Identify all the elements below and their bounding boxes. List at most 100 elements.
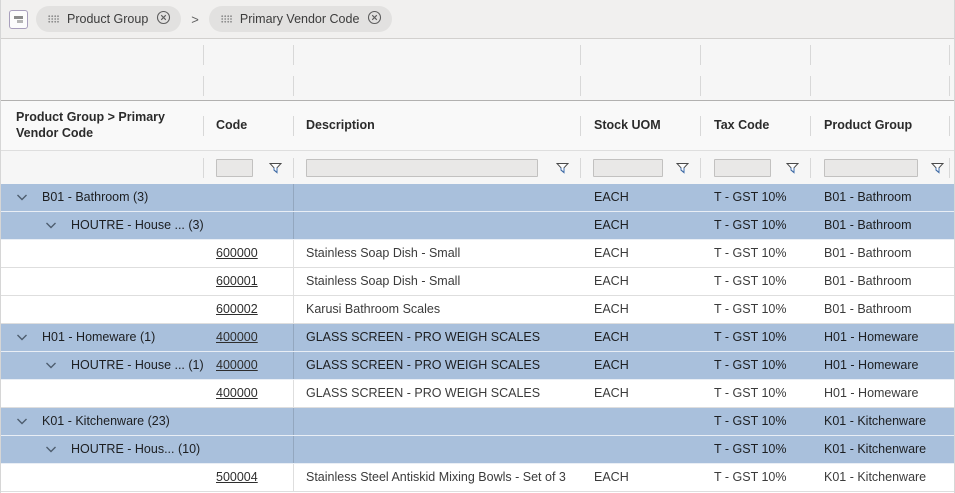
stock-uom-filter-input[interactable] bbox=[593, 159, 663, 177]
product-group-cell: K01 - Kitchenware bbox=[811, 408, 955, 435]
stock-uom-cell: EACH bbox=[581, 268, 701, 295]
table-row[interactable]: 600002 Karusi Bathroom Scales EACH T - G… bbox=[1, 296, 954, 324]
tax-code-cell: T - GST 10% bbox=[701, 240, 811, 267]
group-row[interactable]: HOUTRE - House ... (3) EACH T - GST 10% … bbox=[1, 212, 954, 240]
tax-code-cell: T - GST 10% bbox=[701, 324, 811, 351]
code-filter-funnel-icon[interactable] bbox=[269, 162, 282, 174]
column-header-description[interactable]: Description bbox=[294, 101, 581, 150]
table-row[interactable]: 600001 Stainless Soap Dish - Small EACH … bbox=[1, 268, 954, 296]
description-filter-funnel-icon[interactable] bbox=[556, 162, 569, 174]
chevron-down-icon[interactable] bbox=[16, 334, 28, 341]
tax-code-cell: T - GST 10% bbox=[701, 184, 811, 211]
column-header-tree[interactable]: Product Group > Primary Vendor Code bbox=[1, 101, 204, 150]
tax-code-cell: T - GST 10% bbox=[701, 268, 811, 295]
chevron-down-icon[interactable] bbox=[16, 418, 28, 425]
chip-separator: > bbox=[189, 12, 201, 27]
tax-code-cell: T - GST 10% bbox=[701, 408, 811, 435]
group-row[interactable]: HOUTRE - Hous... (10) T - GST 10% K01 - … bbox=[1, 436, 954, 464]
filter-row bbox=[1, 151, 954, 184]
group-label: K01 - Kitchenware (23) bbox=[42, 408, 170, 435]
product-group-cell: B01 - Bathroom bbox=[811, 240, 955, 267]
tax-code-filter-input[interactable] bbox=[714, 159, 771, 177]
drag-handle-icon bbox=[48, 12, 59, 26]
stock-uom-cell: EACH bbox=[581, 352, 701, 379]
stock-uom-cell: EACH bbox=[581, 380, 701, 407]
chevron-down-icon[interactable] bbox=[45, 222, 57, 229]
group-by-bar: Product Group > Primary Vendor Code bbox=[1, 0, 954, 39]
tax-code-cell: T - GST 10% bbox=[701, 352, 811, 379]
group-row[interactable]: HOUTRE - House ... (1) 400000 GLASS SCRE… bbox=[1, 352, 954, 380]
group-chip-label: Primary Vendor Code bbox=[240, 12, 360, 26]
stock-uom-cell bbox=[581, 408, 701, 435]
code-link[interactable]: 600000 bbox=[216, 246, 258, 260]
tax-code-cell: T - GST 10% bbox=[701, 464, 811, 491]
group-row[interactable]: K01 - Kitchenware (23) T - GST 10% K01 -… bbox=[1, 408, 954, 436]
stock-uom-cell: EACH bbox=[581, 296, 701, 323]
group-row[interactable]: B01 - Bathroom (3) EACH T - GST 10% B01 … bbox=[1, 184, 954, 212]
description-cell: GLASS SCREEN - PRO WEIGH SCALES bbox=[294, 352, 581, 379]
group-row[interactable]: H01 - Homeware (1) 400000 GLASS SCREEN -… bbox=[1, 324, 954, 352]
column-header-stock-uom[interactable]: Stock UOM bbox=[581, 101, 701, 150]
group-label: B01 - Bathroom (3) bbox=[42, 184, 148, 211]
drag-handle-icon bbox=[221, 12, 232, 26]
code-link[interactable]: 400000 bbox=[216, 358, 258, 372]
remove-group-icon[interactable] bbox=[156, 10, 171, 28]
table-row[interactable]: 400000 GLASS SCREEN - PRO WEIGH SCALES E… bbox=[1, 380, 954, 408]
group-chip-label: Product Group bbox=[67, 12, 148, 26]
tax-code-cell: T - GST 10% bbox=[701, 212, 811, 239]
column-band-area bbox=[1, 39, 954, 101]
description-filter-input[interactable] bbox=[306, 159, 538, 177]
description-cell: Karusi Bathroom Scales bbox=[294, 296, 581, 323]
group-label: HOUTRE - Hous... (10) bbox=[71, 436, 200, 463]
grid-panel-icon[interactable] bbox=[9, 10, 28, 29]
stock-uom-cell: EACH bbox=[581, 324, 701, 351]
product-group-filter-funnel-icon[interactable] bbox=[931, 162, 944, 174]
remove-group-icon[interactable] bbox=[367, 10, 382, 28]
column-header-product-group[interactable]: Product Group bbox=[811, 101, 955, 150]
stock-uom-cell bbox=[581, 436, 701, 463]
description-cell: Stainless Soap Dish - Small bbox=[294, 268, 581, 295]
code-link[interactable]: 400000 bbox=[216, 386, 258, 400]
group-label: H01 - Homeware (1) bbox=[42, 324, 155, 351]
code-link[interactable]: 600001 bbox=[216, 274, 258, 288]
description-cell bbox=[294, 212, 581, 239]
product-group-cell: B01 - Bathroom bbox=[811, 212, 955, 239]
column-header-code[interactable]: Code bbox=[204, 101, 294, 150]
product-group-cell: B01 - Bathroom bbox=[811, 296, 955, 323]
group-chip-primary-vendor-code[interactable]: Primary Vendor Code bbox=[209, 6, 393, 32]
column-header-tax-code[interactable]: Tax Code bbox=[701, 101, 811, 150]
tax-code-cell: T - GST 10% bbox=[701, 436, 811, 463]
product-group-cell: B01 - Bathroom bbox=[811, 184, 955, 211]
chevron-down-icon[interactable] bbox=[45, 446, 57, 453]
stock-uom-cell: EACH bbox=[581, 240, 701, 267]
product-group-filter-input[interactable] bbox=[824, 159, 918, 177]
description-cell: Stainless Soap Dish - Small bbox=[294, 240, 581, 267]
code-link[interactable]: 500004 bbox=[216, 470, 258, 484]
product-group-cell: H01 - Homeware bbox=[811, 352, 955, 379]
description-cell bbox=[294, 436, 581, 463]
product-group-cell: K01 - Kitchenware bbox=[811, 464, 955, 491]
code-link[interactable]: 400000 bbox=[216, 330, 258, 344]
code-filter-input[interactable] bbox=[216, 159, 253, 177]
product-group-cell: H01 - Homeware bbox=[811, 380, 955, 407]
description-cell: GLASS SCREEN - PRO WEIGH SCALES bbox=[294, 324, 581, 351]
table-row[interactable]: 600000 Stainless Soap Dish - Small EACH … bbox=[1, 240, 954, 268]
stock-uom-filter-funnel-icon[interactable] bbox=[676, 162, 689, 174]
chevron-down-icon[interactable] bbox=[45, 362, 57, 369]
table-row[interactable]: 500004 Stainless Steel Antiskid Mixing B… bbox=[1, 464, 954, 492]
description-cell bbox=[294, 184, 581, 211]
product-group-cell: H01 - Homeware bbox=[811, 324, 955, 351]
description-cell: GLASS SCREEN - PRO WEIGH SCALES bbox=[294, 380, 581, 407]
group-label: HOUTRE - House ... (1) bbox=[71, 352, 204, 379]
product-group-cell: B01 - Bathroom bbox=[811, 268, 955, 295]
chevron-down-icon[interactable] bbox=[16, 194, 28, 201]
description-cell: Stainless Steel Antiskid Mixing Bowls - … bbox=[294, 464, 581, 491]
stock-uom-cell: EACH bbox=[581, 464, 701, 491]
group-chip-product-group[interactable]: Product Group bbox=[36, 6, 181, 32]
product-group-cell: K01 - Kitchenware bbox=[811, 436, 955, 463]
tax-code-cell: T - GST 10% bbox=[701, 296, 811, 323]
stock-uom-cell: EACH bbox=[581, 184, 701, 211]
tax-code-filter-funnel-icon[interactable] bbox=[786, 162, 799, 174]
code-link[interactable]: 600002 bbox=[216, 302, 258, 316]
description-cell bbox=[294, 408, 581, 435]
